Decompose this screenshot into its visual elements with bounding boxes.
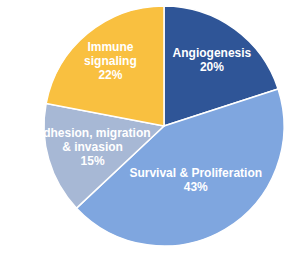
value-label: 22%	[98, 68, 122, 82]
labels: Angiogenesis20% Survival & Proliferation4…	[35, 40, 263, 193]
slice-label: Angiogenesis	[173, 46, 252, 60]
pie-slice	[46, 6, 164, 126]
value-label: 20%	[200, 60, 224, 74]
slice-label: Adhesion, migration& invasion	[35, 126, 151, 154]
pie-chart: Angiogenesis20% Survival & Proliferation4…	[0, 0, 300, 253]
slice-label: Survival & Proliferation	[129, 166, 262, 180]
chart-container: Angiogenesis20% Survival & Proliferation4…	[0, 0, 300, 253]
slice-label: Immunesignaling	[84, 40, 137, 68]
value-label: 15%	[81, 154, 105, 168]
value-label: 43%	[184, 180, 208, 194]
